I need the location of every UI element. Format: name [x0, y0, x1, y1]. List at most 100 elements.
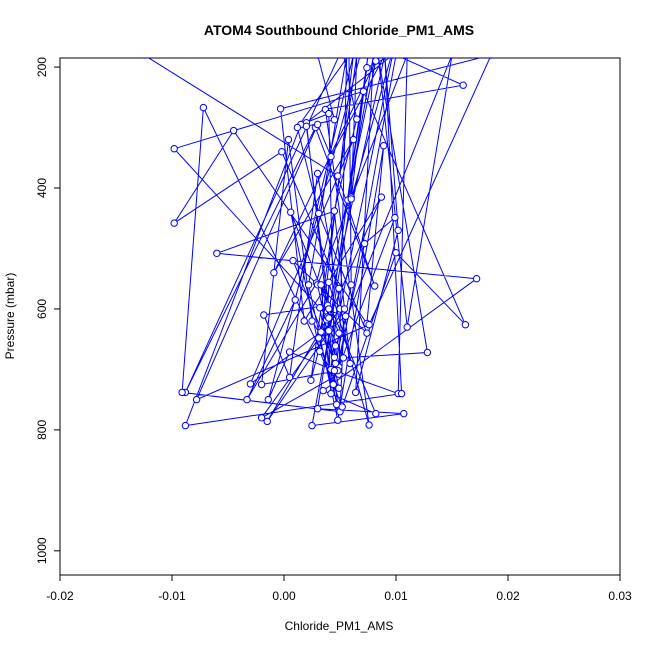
data-point: [334, 416, 342, 424]
data-point: [365, 321, 373, 329]
data-point: [380, 142, 388, 150]
data-point: [340, 305, 349, 313]
series-line: [147, 58, 491, 427]
data-point: [308, 317, 316, 325]
data-point: [360, 239, 369, 248]
data-point: [327, 389, 335, 398]
data-point: [400, 409, 408, 418]
x-tick-label: -0.01: [158, 589, 186, 603]
data-point: [325, 327, 333, 335]
data-point: [285, 373, 294, 381]
data-point: [341, 312, 350, 320]
data-point: [382, 58, 387, 59]
data-point: [393, 58, 399, 59]
data-point: [390, 58, 395, 59]
data-point: [170, 219, 178, 227]
data-point: [489, 58, 494, 59]
data-point: [392, 249, 400, 257]
chart-title: ATOM4 Southbound Chloride_PM1_AMS: [204, 22, 474, 38]
data-point: [325, 305, 333, 313]
data-point: [331, 342, 340, 350]
data-point: [313, 169, 322, 178]
data-point: [405, 58, 410, 59]
data-point: [335, 329, 343, 337]
x-axis: -0.02 -0.01 0.00 0.01 0.02 0.03: [46, 575, 632, 603]
y-tick-label: 800: [35, 420, 49, 440]
data-point: [325, 109, 333, 118]
data-point: [291, 296, 299, 304]
y-axis: 200 400 600 800 1000: [35, 57, 60, 564]
data-point: [302, 122, 311, 131]
data-point: [353, 115, 361, 123]
data-point: [315, 58, 320, 59]
data-point: [317, 328, 325, 336]
data-point: [365, 421, 373, 429]
y-tick-label: 400: [35, 178, 49, 198]
data-point: [332, 400, 341, 409]
data-point: [181, 421, 190, 430]
data-point: [315, 334, 323, 342]
data-point: [459, 81, 467, 89]
data-point: [263, 417, 271, 426]
data-point: [276, 105, 285, 113]
plot-frame: [59, 57, 621, 576]
data-point: [300, 317, 308, 325]
data-point: [287, 208, 295, 216]
data-point: [284, 135, 293, 144]
data-point: [264, 395, 272, 404]
data-point: [325, 314, 333, 322]
data-point: [178, 388, 186, 397]
data-point: [391, 213, 399, 222]
data-point: [371, 282, 379, 290]
data-point: [285, 348, 294, 356]
data-point: [170, 145, 178, 153]
data-point: [354, 58, 359, 59]
data-point: [304, 281, 313, 289]
x-tick-label: 0.02: [496, 589, 520, 603]
x-tick-label: -0.02: [46, 589, 74, 603]
data-point: [346, 58, 352, 59]
data-point: [199, 103, 208, 112]
data-point: [213, 249, 221, 258]
data-point: [363, 329, 371, 337]
data-point: [257, 380, 266, 389]
data-point: [308, 421, 316, 430]
data-point: [403, 323, 411, 331]
data-point: [389, 58, 394, 59]
data-point: [335, 284, 343, 293]
data-point: [327, 152, 335, 161]
data-point: [346, 359, 354, 368]
data-point: [461, 321, 470, 329]
data-point: [371, 58, 376, 59]
data-point: [330, 116, 339, 124]
data-point: [331, 359, 340, 368]
x-tick-label: 0.00: [272, 589, 296, 603]
data-point: [347, 195, 355, 203]
data-point: [351, 58, 356, 59]
data-point: [316, 347, 324, 355]
data-point: [339, 46, 345, 52]
data-point: [330, 353, 339, 361]
data-point: [260, 311, 268, 319]
series-layer: [141, 46, 494, 430]
data-point: [325, 278, 333, 286]
data-point: [278, 148, 286, 156]
y-tick-label: 600: [35, 299, 49, 319]
data-point: [330, 207, 339, 215]
y-tick-label: 1000: [35, 537, 49, 564]
data-point: [315, 209, 323, 218]
data-point: [319, 386, 327, 395]
data-point: [423, 348, 432, 357]
data-point: [307, 376, 315, 384]
data-point: [344, 58, 349, 59]
data-point: [358, 58, 363, 59]
data-point: [359, 87, 368, 96]
data-point: [270, 269, 278, 277]
data-point: [363, 64, 371, 72]
data-point: [335, 384, 343, 392]
data-point: [192, 395, 201, 404]
data-point: [289, 256, 297, 265]
data-point: [382, 58, 387, 59]
y-axis-label: Pressure (mbar): [3, 273, 17, 360]
